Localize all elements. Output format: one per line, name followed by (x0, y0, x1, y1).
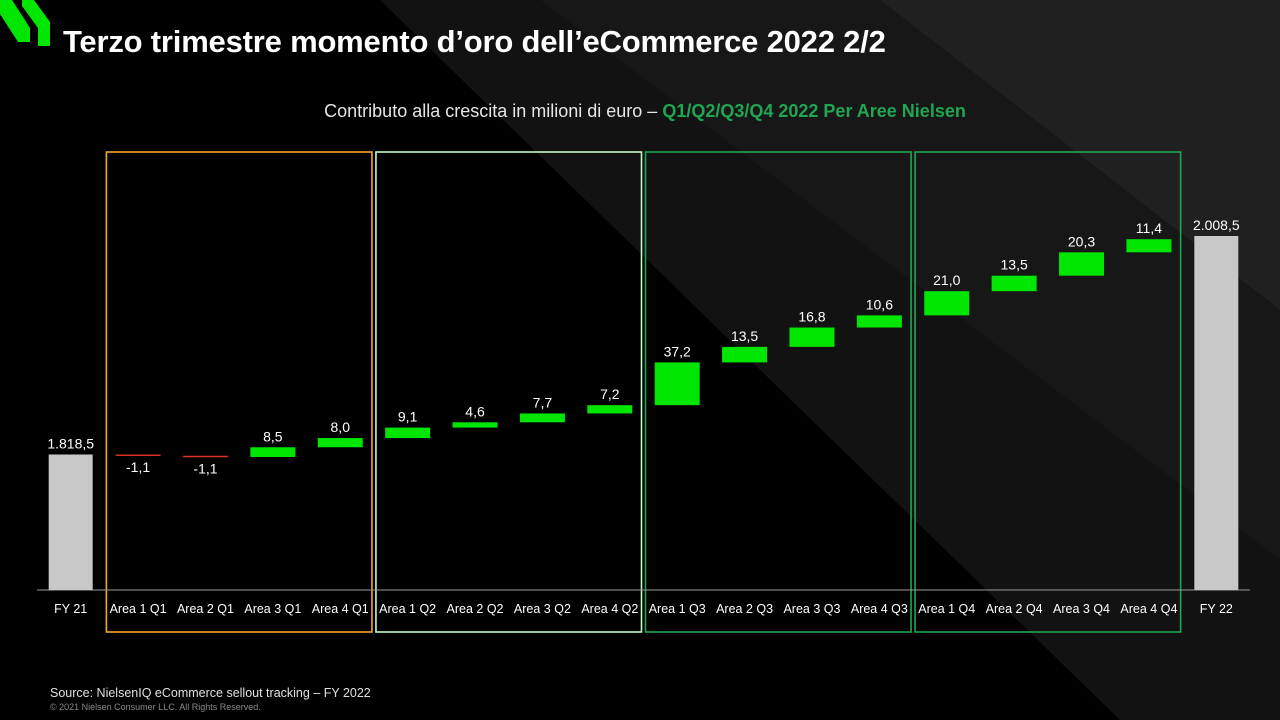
subtitle-highlight: Q1/Q2/Q3/Q4 2022 Per Aree Nielsen (662, 101, 966, 121)
bar-area-2-q2 (452, 422, 498, 428)
page-title: Terzo trimestre momento d’oro dell’eComm… (63, 24, 886, 59)
data-label: 37,2 (664, 343, 691, 359)
data-label: 11,4 (1136, 220, 1162, 236)
data-label: -1,1 (193, 460, 217, 476)
category-label: Area 3 Q4 (1053, 602, 1110, 616)
category-label: Area 2 Q2 (447, 602, 504, 616)
data-label: 10,6 (866, 296, 893, 312)
chart-subtitle: Contributo alla crescita in milioni di e… (0, 101, 1280, 122)
bar-area-1-q1 (115, 454, 161, 456)
data-label: 13,5 (1001, 257, 1028, 273)
bar-area-3-q3 (789, 327, 835, 347)
data-label: 7,2 (600, 386, 620, 402)
category-label: Area 4 Q4 (1120, 602, 1177, 616)
bar-area-3-q1 (250, 447, 296, 458)
data-label: 20,3 (1068, 233, 1095, 249)
category-label: Area 3 Q3 (783, 602, 840, 616)
data-label: 8,0 (331, 419, 351, 435)
data-label: 1.818,5 (47, 436, 94, 452)
category-label: Area 1 Q2 (379, 602, 436, 616)
category-label: Area 2 Q3 (716, 602, 773, 616)
group-box-q2 (375, 151, 643, 633)
category-label: Area 3 Q2 (514, 602, 571, 616)
bar-area-2-q4 (991, 275, 1037, 292)
category-label: Area 1 Q3 (649, 602, 706, 616)
data-label: 13,5 (731, 328, 758, 344)
bar-fy-22 (1194, 236, 1239, 590)
category-label: Area 1 Q1 (110, 602, 167, 616)
bar-fy-21 (48, 454, 93, 590)
bar-area-4-q2 (587, 405, 633, 414)
bar-area-1-q3 (654, 362, 700, 406)
group-box-q4 (914, 151, 1182, 633)
bar-area-3-q2 (519, 413, 565, 423)
data-label: 16,8 (798, 309, 825, 325)
category-label: Area 3 Q1 (244, 602, 301, 616)
bar-area-2-q1 (182, 455, 228, 458)
bar-area-4-q1 (317, 438, 363, 448)
data-label: 9,1 (398, 409, 418, 425)
subtitle-text: Contributo alla crescita in milioni di e… (324, 101, 663, 121)
data-label: 8,5 (263, 428, 283, 444)
category-label: Area 2 Q1 (177, 602, 234, 616)
bar-area-4-q3 (856, 315, 902, 328)
data-label: 2.008,5 (1193, 217, 1240, 233)
category-label: Area 4 Q1 (312, 602, 369, 616)
category-label: Area 4 Q3 (851, 602, 908, 616)
bar-area-1-q4 (924, 291, 970, 316)
data-label: -1,1 (126, 459, 150, 475)
bar-area-2-q3 (722, 346, 768, 363)
source-note: Source: NielsenIQ eCommerce sellout trac… (50, 686, 371, 700)
category-label: Area 4 Q2 (581, 602, 638, 616)
data-label: 7,7 (533, 394, 553, 410)
group-box-q3 (644, 151, 912, 633)
category-label: FY 21 (54, 602, 87, 616)
data-label: 21,0 (933, 272, 960, 288)
bar-area-1-q2 (385, 427, 431, 439)
category-label: Area 1 Q4 (918, 602, 975, 616)
bar-area-4-q4 (1126, 239, 1172, 253)
group-box-q1 (105, 151, 373, 633)
nielseniq-logo (0, 0, 50, 46)
copyright-note: © 2021 Nielsen Consumer LLC. All Rights … (50, 702, 261, 712)
category-label: FY 22 (1200, 602, 1233, 616)
bar-area-3-q4 (1059, 252, 1105, 276)
data-label: 4,6 (465, 403, 485, 419)
category-label: Area 2 Q4 (986, 602, 1043, 616)
